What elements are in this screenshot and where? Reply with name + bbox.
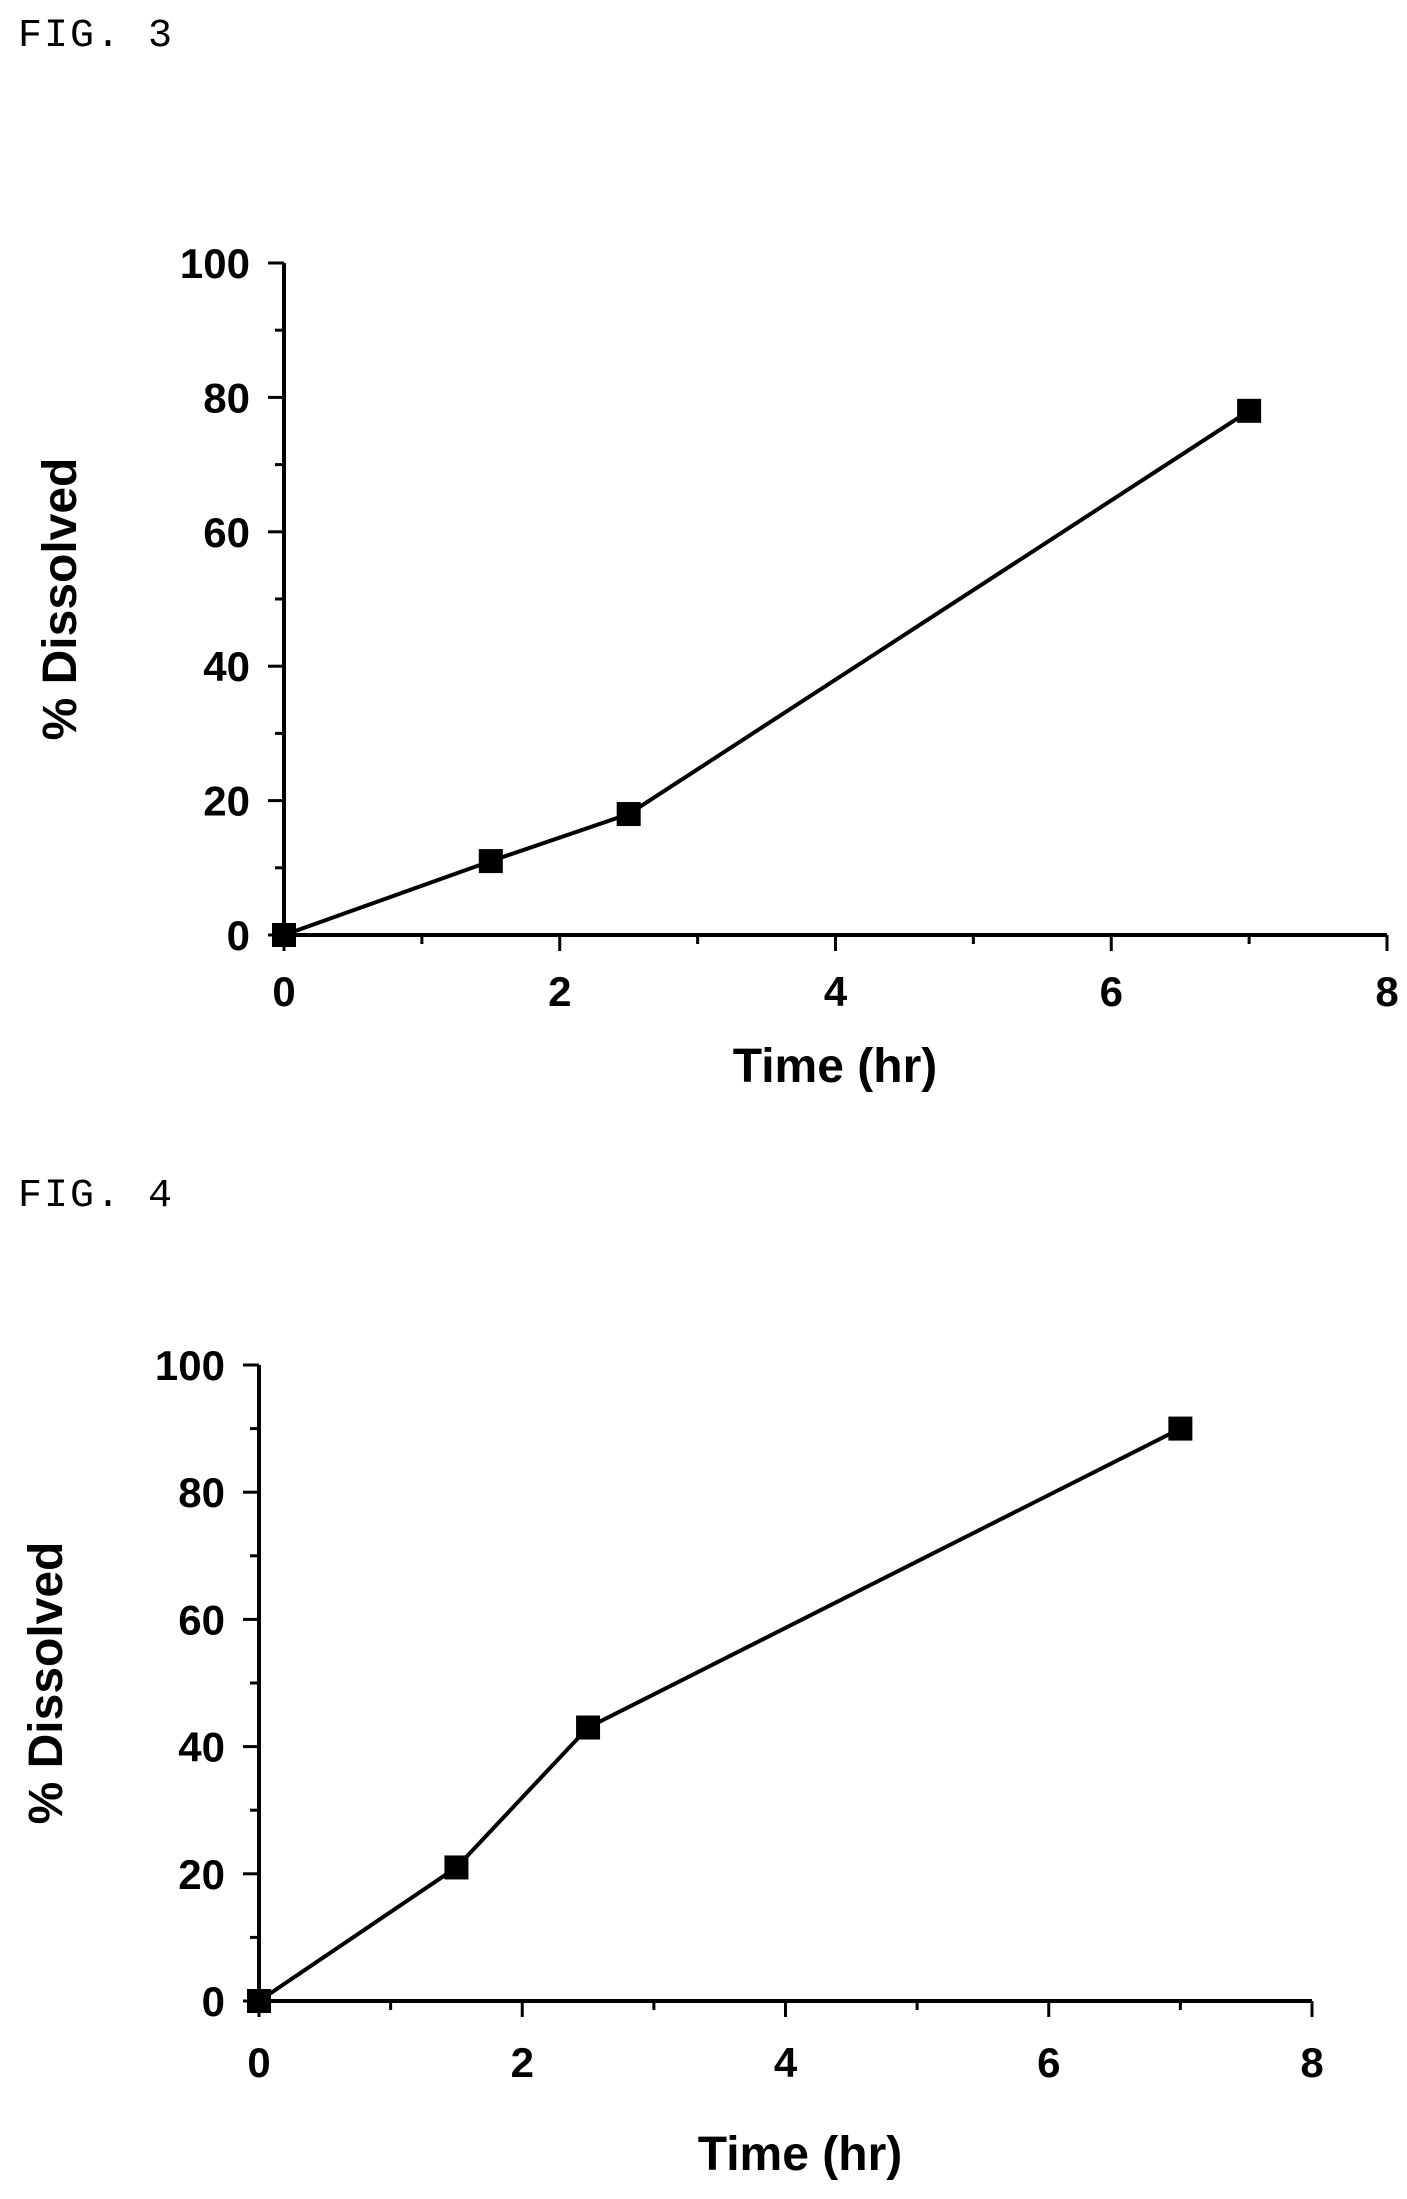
x-tick-label: 2 (511, 2039, 534, 2086)
y-tick-label: 100 (155, 1342, 225, 1389)
x-tick-label: 6 (1100, 968, 1123, 1015)
x-axis-label: Time (hr) (733, 1040, 937, 1093)
data-point-marker (1237, 398, 1262, 423)
x-tick-label: 4 (824, 968, 848, 1015)
x-tick-label: 4 (774, 2039, 798, 2086)
y-tick-label: 20 (178, 1851, 225, 1898)
series-line (257, 1426, 1182, 2003)
series-line (283, 409, 1251, 937)
x-tick-label: 2 (548, 968, 571, 1015)
y-tick-label: 100 (180, 240, 250, 287)
y-tick-label: 80 (178, 1469, 225, 1516)
y-tick-label: 60 (178, 1596, 225, 1643)
y-tick-label: 60 (203, 509, 250, 556)
figure-3-label: FIG. 3 (18, 14, 175, 59)
data-point-marker (478, 849, 503, 874)
x-tick-label: 0 (272, 968, 295, 1015)
data-point-marker (576, 1715, 601, 1740)
data-point-marker (272, 923, 296, 947)
y-tick-label: 0 (202, 1978, 225, 2025)
x-axis-label: Time (hr) (698, 2128, 902, 2181)
y-tick-label: 40 (203, 643, 250, 690)
y-tick-label: 20 (203, 778, 250, 825)
data-point-marker (616, 802, 641, 827)
x-tick-label: 0 (247, 2039, 270, 2086)
y-tick-label: 40 (178, 1724, 225, 1771)
figure-4-label: FIG. 4 (18, 1174, 175, 1219)
data-point-marker (247, 1989, 271, 2013)
x-tick-label: 6 (1037, 2039, 1060, 2086)
data-point-marker (444, 1855, 469, 1880)
x-tick-label: 8 (1375, 968, 1398, 1015)
y-axis-label: % Dissolved (20, 1542, 73, 1825)
y-tick-label: 0 (227, 912, 250, 959)
y-tick-label: 80 (203, 374, 250, 421)
chart-fig-3: 0 20 40 60 80 100 0 2 4 6 8 Time (hr) % Dissolved (34, 240, 1399, 1093)
x-tick-label: 8 (1300, 2039, 1323, 2086)
y-axis-label: % Dissolved (34, 458, 87, 741)
data-point-marker (1168, 1416, 1193, 1441)
chart-fig-4: 0 20 40 60 80 100 0 2 4 6 8 Time (hr) % Dissolved (20, 1342, 1324, 2181)
